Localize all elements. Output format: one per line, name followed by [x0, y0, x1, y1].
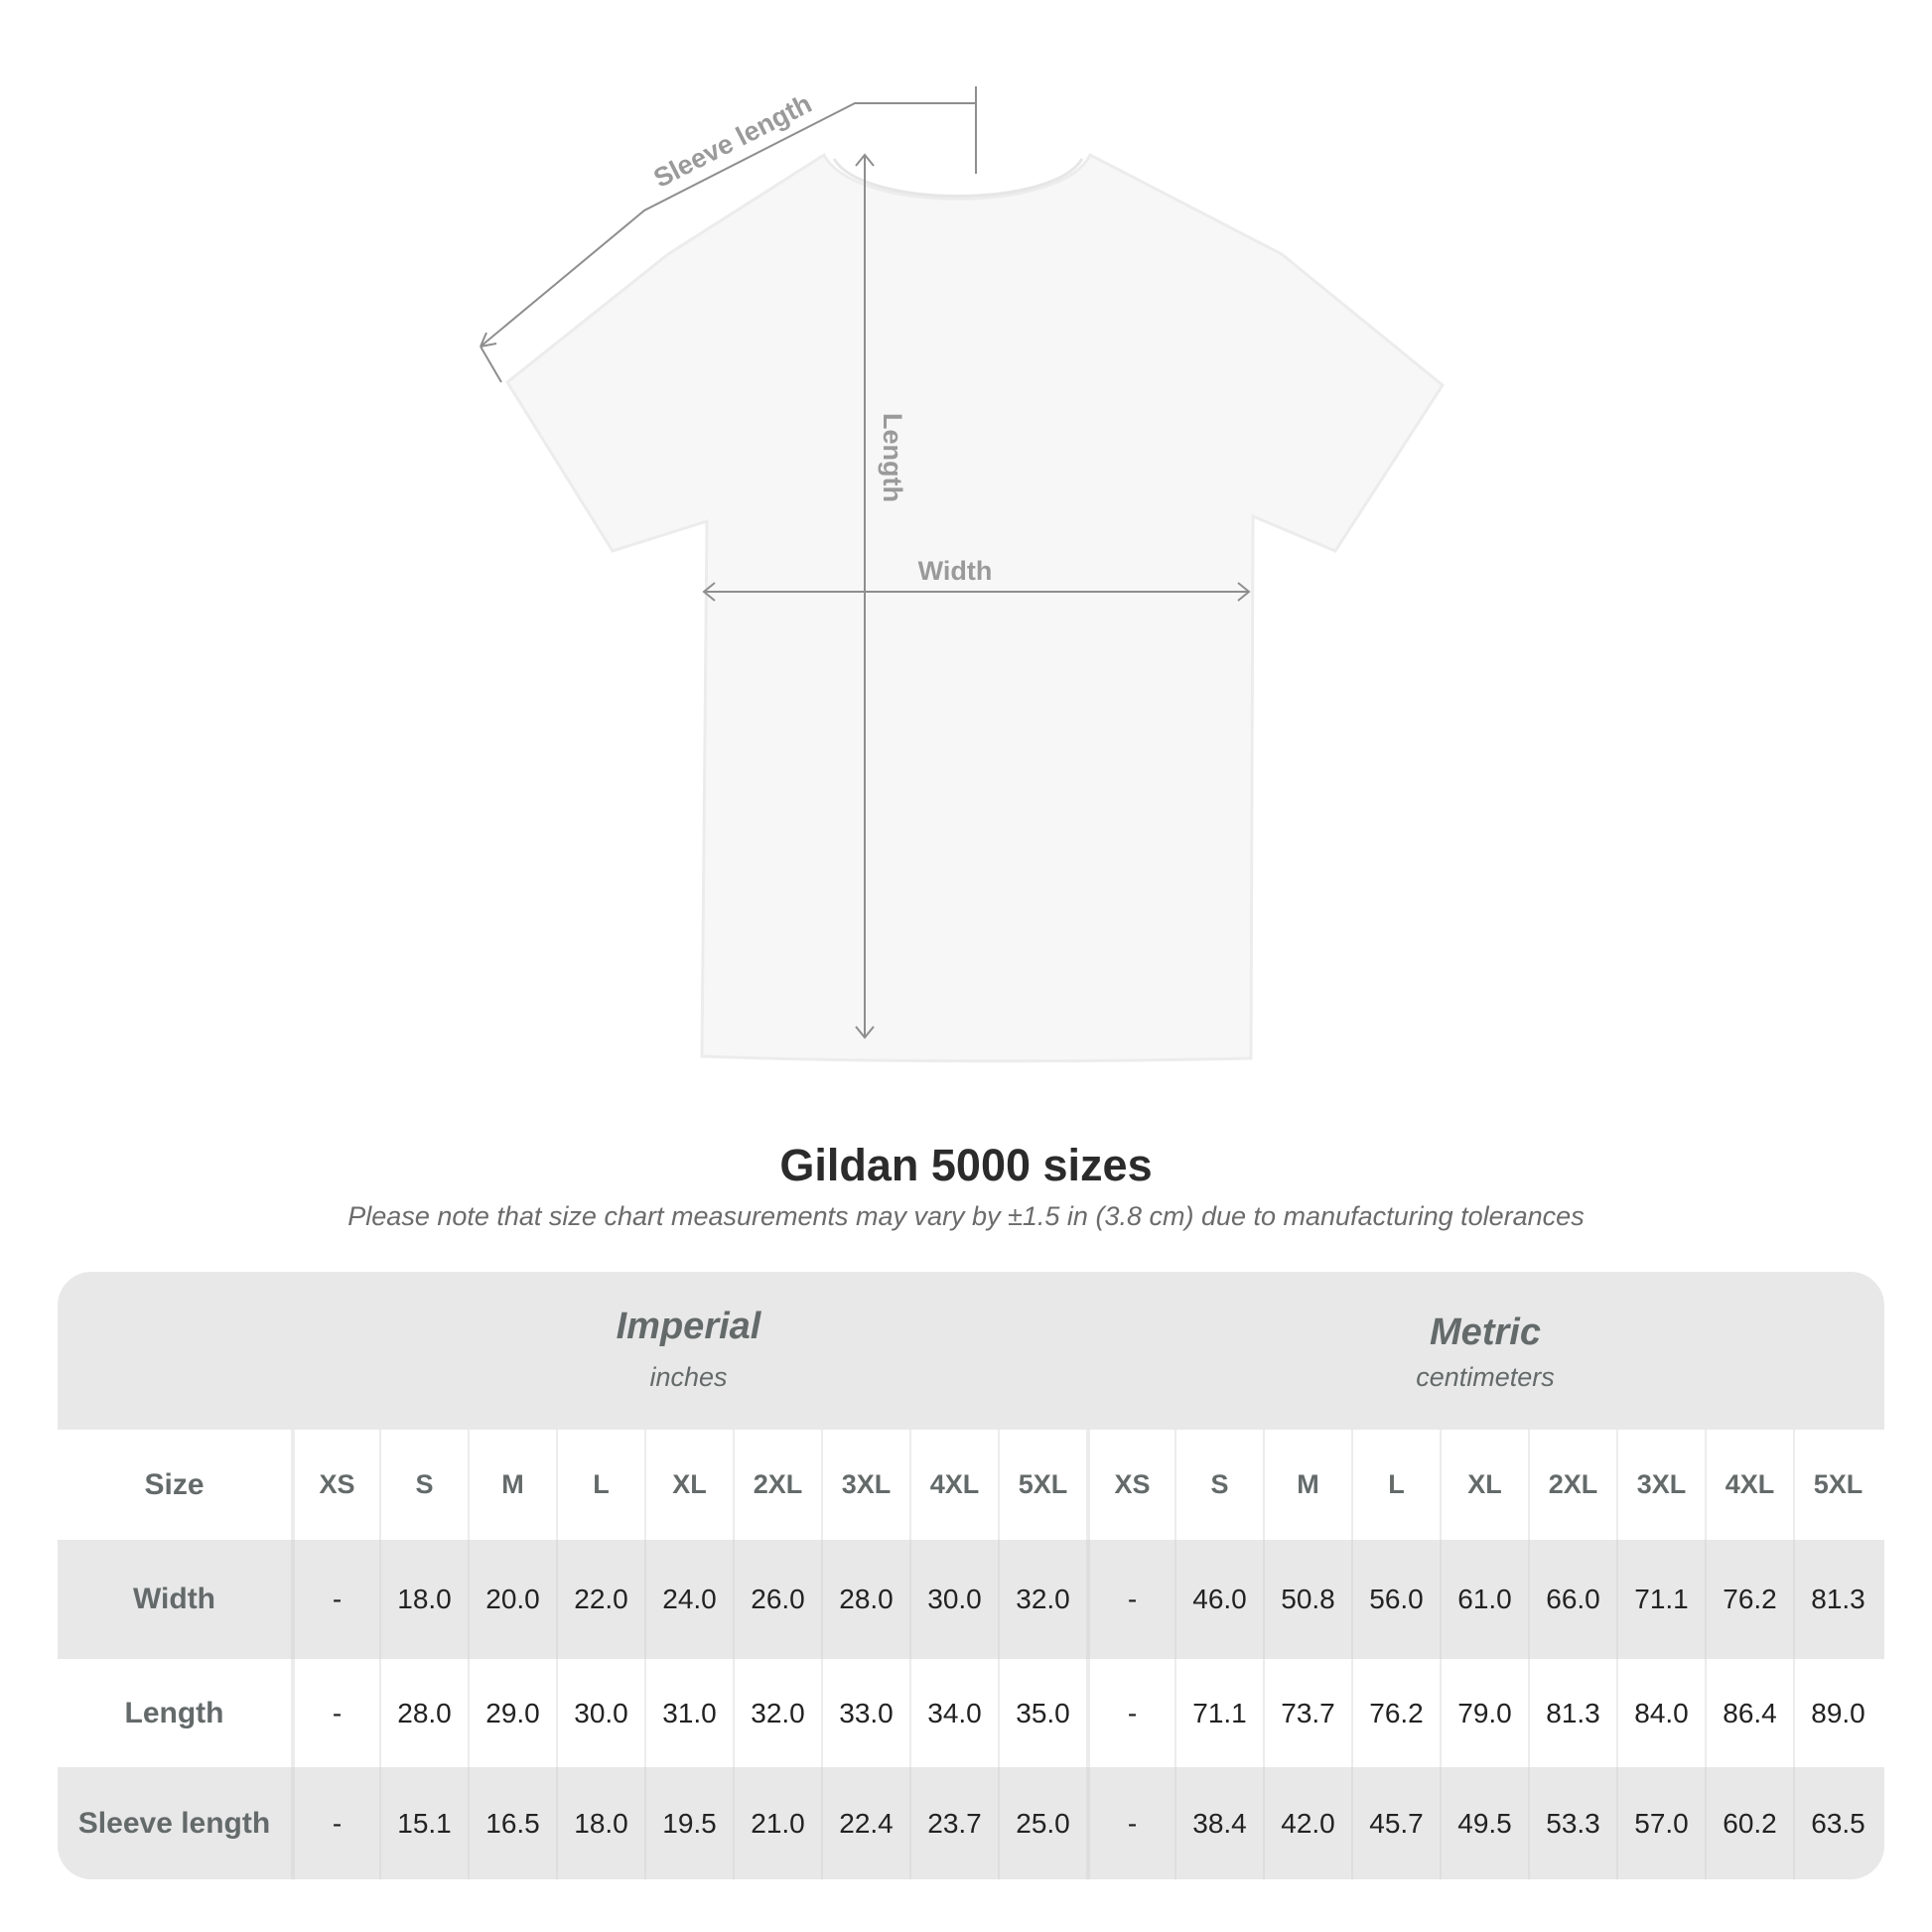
metric-value-cell: 81.3 — [1528, 1659, 1616, 1767]
row-label: Length — [124, 1696, 224, 1729]
row-label: Width — [132, 1583, 216, 1615]
metric-value-cell: 81.3 — [1793, 1540, 1881, 1659]
metric-value-cell: 46.0 — [1174, 1540, 1263, 1659]
imperial-size-xs: XS — [291, 1430, 379, 1540]
metric-size-4xl: 4XL — [1705, 1430, 1793, 1540]
metric-value-cell: 60.2 — [1705, 1767, 1793, 1879]
metric-value-cell: 45.7 — [1351, 1767, 1440, 1879]
metric-value-cell: - — [1086, 1767, 1174, 1879]
imperial-value-cell: 16.5 — [468, 1767, 556, 1879]
imperial-value-cell: 34.0 — [909, 1659, 998, 1767]
metric-size-3xl: 3XL — [1616, 1430, 1705, 1540]
imperial-unit: inches — [649, 1362, 728, 1392]
metric-size-xs: XS — [1086, 1430, 1174, 1540]
metric-value-cell: - — [1086, 1659, 1174, 1767]
imperial-value-cell: 32.0 — [733, 1659, 821, 1767]
metric-value-cell: 66.0 — [1528, 1540, 1616, 1659]
imperial-size-2xl: 2XL — [733, 1430, 821, 1540]
imperial-size-4xl: 4XL — [909, 1430, 998, 1540]
metric-value-cell: 38.4 — [1174, 1767, 1263, 1879]
imperial-value-cell: 22.4 — [821, 1767, 909, 1879]
metric-value-cell: 53.3 — [1528, 1767, 1616, 1879]
metric-value-cell: 76.2 — [1351, 1659, 1440, 1767]
metric-value-cell: 84.0 — [1616, 1659, 1705, 1767]
metric-size-xl: XL — [1440, 1430, 1528, 1540]
imperial-value-cell: 21.0 — [733, 1767, 821, 1879]
metric-value-cell: - — [1086, 1540, 1174, 1659]
metric-value-cell: 57.0 — [1616, 1767, 1705, 1879]
imperial-value-cell: - — [291, 1659, 379, 1767]
metric-value-cell: 71.1 — [1174, 1659, 1263, 1767]
metric-value-cell: 71.1 — [1616, 1540, 1705, 1659]
imperial-value-cell: 25.0 — [998, 1767, 1086, 1879]
metric-size-2xl: 2XL — [1528, 1430, 1616, 1540]
tolerance-note: Please note that size chart measurements… — [347, 1201, 1585, 1231]
imperial-value-cell: 24.0 — [644, 1540, 733, 1659]
sleeve-length-measure-line — [480, 86, 977, 383]
imperial-size-l: L — [556, 1430, 644, 1540]
width-label: Width — [918, 556, 993, 586]
table-row-sleeve-length: Sleeve length -15.1 16.5 18.0 19.5 21.0 22.4 23… — [58, 1767, 1884, 1879]
table-row-width: Width -18.0 20.0 22.0 24.0 26.0 28.0 30.0 32.0-4… — [58, 1540, 1884, 1659]
tshirt-measurement-diagram: Sleeve length Length Width — [480, 86, 1445, 1063]
metric-size-s: S — [1174, 1430, 1263, 1540]
metric-size-l: L — [1351, 1430, 1440, 1540]
imperial-value-cell: 20.0 — [468, 1540, 556, 1659]
metric-header: Metric centimeters — [1086, 1272, 1884, 1430]
imperial-value-cell: - — [291, 1540, 379, 1659]
imperial-size-3xl: 3XL — [821, 1430, 909, 1540]
imperial-size-m: M — [468, 1430, 556, 1540]
imperial-title: Imperial — [616, 1306, 761, 1347]
metric-value-cell: 89.0 — [1793, 1659, 1881, 1767]
imperial-header: Imperial inches — [291, 1272, 1086, 1430]
row-label: Sleeve length — [77, 1807, 271, 1840]
imperial-value-cell: 19.5 — [644, 1767, 733, 1879]
metric-value-cell: 76.2 — [1705, 1540, 1793, 1659]
table-row-length: Length -28.0 29.0 30.0 31.0 32.0 33.0 34.0 35.0-… — [58, 1659, 1884, 1767]
imperial-value-cell: 18.0 — [556, 1767, 644, 1879]
tshirt-shape — [505, 152, 1445, 1063]
metric-unit: centimeters — [1416, 1362, 1555, 1392]
length-label: Length — [878, 413, 907, 502]
metric-value-cell: 49.5 — [1440, 1767, 1528, 1879]
metric-size-m: M — [1263, 1430, 1351, 1540]
imperial-size-5xl: 5XL — [998, 1430, 1086, 1540]
imperial-value-cell: 30.0 — [556, 1659, 644, 1767]
metric-value-cell: 63.5 — [1793, 1767, 1881, 1879]
metric-value-cell: 42.0 — [1263, 1767, 1351, 1879]
width-measure-line — [702, 582, 1251, 602]
imperial-value-cell: 32.0 — [998, 1540, 1086, 1659]
length-measure-line — [855, 153, 875, 1039]
imperial-value-cell: 15.1 — [379, 1767, 468, 1879]
imperial-value-cell: 26.0 — [733, 1540, 821, 1659]
metric-value-cell: 73.7 — [1263, 1659, 1351, 1767]
metric-title: Metric — [1430, 1311, 1541, 1353]
imperial-value-cell: 23.7 — [909, 1767, 998, 1879]
imperial-value-cell: - — [291, 1767, 379, 1879]
metric-value-cell: 86.4 — [1705, 1659, 1793, 1767]
size-chart-table: Imperial inches Metric centimeters Size X… — [58, 1272, 1884, 1879]
metric-value-cell: 79.0 — [1440, 1659, 1528, 1767]
imperial-value-cell: 28.0 — [821, 1540, 909, 1659]
imperial-value-cell: 31.0 — [644, 1659, 733, 1767]
metric-value-cell: 61.0 — [1440, 1540, 1528, 1659]
imperial-value-cell: 33.0 — [821, 1659, 909, 1767]
imperial-size-s: S — [379, 1430, 468, 1540]
page-title: Gildan 5000 sizes — [779, 1140, 1153, 1190]
size-header-row: Size XS S M L XL 2XL 3XL 4XL 5XL XS S M L XL 2XL 3XL 4XL 5… — [58, 1430, 1884, 1540]
imperial-value-cell: 22.0 — [556, 1540, 644, 1659]
imperial-value-cell: 30.0 — [909, 1540, 998, 1659]
size-header-label: Size — [144, 1467, 205, 1501]
metric-value-cell: 50.8 — [1263, 1540, 1351, 1659]
metric-value-cell: 56.0 — [1351, 1540, 1440, 1659]
metric-size-5xl: 5XL — [1793, 1430, 1881, 1540]
imperial-value-cell: 35.0 — [998, 1659, 1086, 1767]
imperial-value-cell: 29.0 — [468, 1659, 556, 1767]
imperial-size-xl: XL — [644, 1430, 733, 1540]
imperial-value-cell: 18.0 — [379, 1540, 468, 1659]
imperial-value-cell: 28.0 — [379, 1659, 468, 1767]
